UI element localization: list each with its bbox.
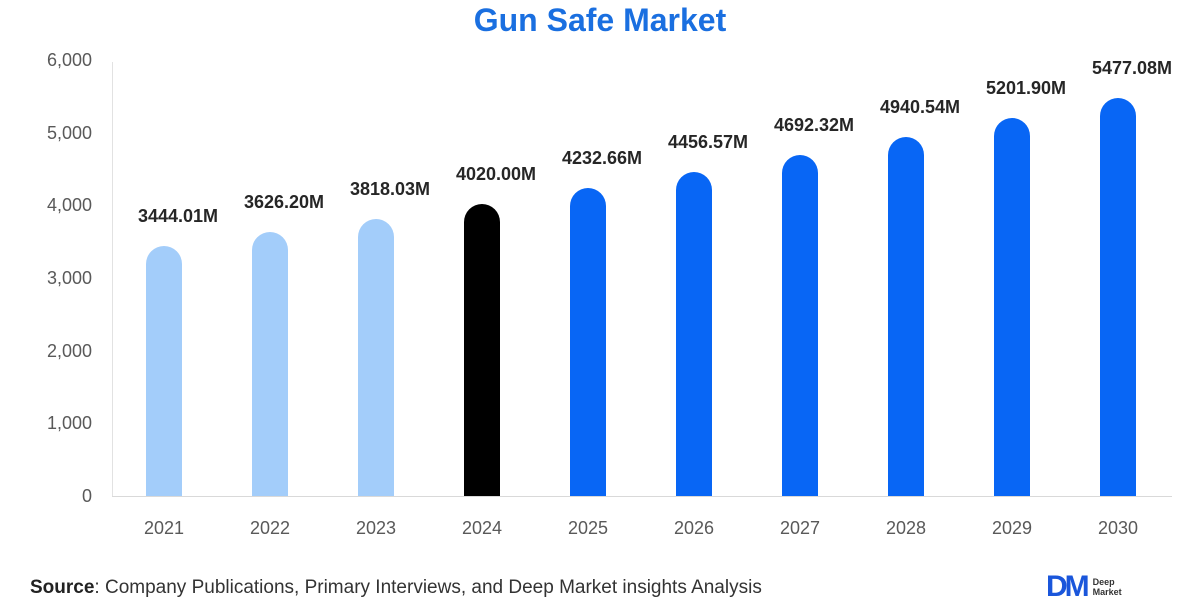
chart-title: Gun Safe Market (473, 2, 727, 38)
bar-value-label: 4940.54M (879, 96, 961, 117)
y-tick-label: 2,000 (46, 340, 92, 361)
bar-2026 (676, 172, 712, 496)
x-tick-label: 2029 (991, 518, 1033, 538)
y-axis-line (112, 62, 113, 496)
bar-chart: 0 1,000 2,000 3,000 4,000 5,000 6,000 3444.01M 2… (46, 50, 1173, 538)
x-tick-label: 2030 (1097, 518, 1139, 538)
x-tick-label: 2023 (355, 518, 397, 538)
bar-2022 (252, 232, 288, 496)
x-tick-label: 2026 (673, 518, 715, 538)
x-axis-line (112, 496, 1172, 497)
source-note: Source: Company Publications, Primary In… (30, 576, 762, 600)
y-tick-label: 6,000 (46, 50, 92, 70)
source-label: Source (30, 577, 95, 598)
x-tick-label: 2022 (249, 518, 291, 538)
y-tick-label: 5,000 (46, 122, 92, 143)
x-tick-label: 2024 (461, 518, 503, 538)
bar-value-label: 5477.08M (1091, 57, 1173, 78)
bar-2028 (888, 136, 924, 496)
x-tick-label: 2025 (567, 518, 609, 538)
source-text: : Company Publications, Primary Intervie… (94, 577, 762, 598)
x-tick-label: 2028 (885, 518, 927, 538)
bar-2029 (994, 117, 1030, 496)
bar-value-label: 4232.66M (561, 148, 643, 169)
logo-text: Deep Market (1093, 577, 1122, 597)
bar-value-label: 4692.32M (773, 115, 855, 136)
y-tick-label: 3,000 (46, 268, 92, 288)
bar-2023 (358, 218, 394, 496)
bar-value-label: 4456.57M (667, 132, 749, 153)
logo-line-1: Deep (1092, 577, 1115, 587)
bar-value-label: 3626.20M (243, 192, 325, 213)
y-tick-label: 4,000 (46, 195, 92, 216)
bar-2027 (782, 155, 818, 496)
logo-mark-icon: DM (1046, 570, 1090, 603)
bar-value-label: 5201.90M (985, 77, 1067, 98)
bar-value-label: 3818.03M (349, 178, 431, 199)
bar-2025 (570, 188, 606, 496)
x-tick-label: 2021 (143, 518, 185, 538)
logo-line-2: Market (1092, 587, 1122, 597)
bar-value-label: 4020.00M (455, 163, 537, 184)
y-tick-label: 0 (81, 486, 92, 506)
x-tick-label: 2027 (779, 518, 821, 538)
y-tick-label: 1,000 (46, 413, 92, 434)
bar-2024 (464, 203, 500, 496)
deep-market-logo: DM Deep Market (1046, 570, 1122, 603)
bar-2030 (1100, 97, 1136, 496)
bar-2021 (146, 245, 182, 496)
bar-value-label: 3444.01M (137, 205, 219, 226)
